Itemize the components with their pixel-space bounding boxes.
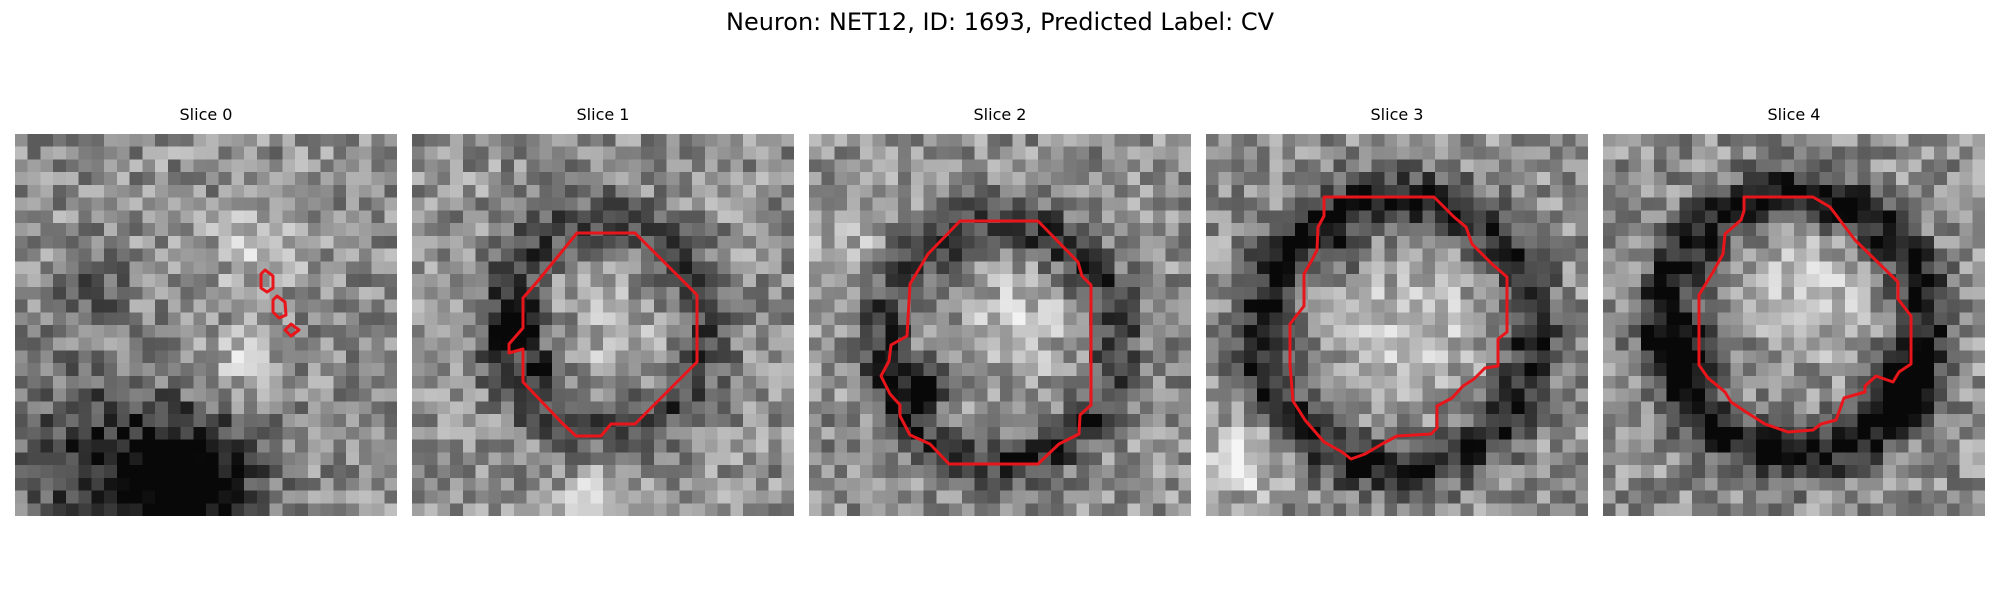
slice-image-1 [412, 134, 794, 516]
slice-title-2: Slice 2 [973, 105, 1027, 124]
slice-panel-4: Slice 4 [1603, 104, 1985, 516]
slice-image-2 [809, 134, 1191, 516]
slice-panel-0: Slice 0 [15, 104, 397, 516]
slice-image-3 [1206, 134, 1588, 516]
slice-panel-2: Slice 2 [809, 104, 1191, 516]
contour-overlay-0 [259, 268, 301, 338]
segmentation-contour [259, 268, 275, 294]
contour-overlay-2 [879, 219, 1093, 466]
segmentation-contour [507, 231, 699, 438]
grayscale-patch-2 [809, 134, 1191, 516]
slice-title-4: Slice 4 [1767, 105, 1821, 124]
slice-title-3: Slice 3 [1370, 105, 1424, 124]
slice-panel-3: Slice 3 [1206, 104, 1588, 516]
segmentation-contour [1697, 195, 1913, 434]
grayscale-patch-1 [412, 134, 794, 516]
figure-title: Neuron: NET12, ID: 1693, Predicted Label… [726, 8, 1274, 36]
slice-image-0 [15, 134, 397, 516]
grayscale-patch-0 [15, 134, 397, 516]
slice-title-1: Slice 1 [576, 105, 630, 124]
contour-overlay-3 [1288, 195, 1509, 461]
contour-overlay-4 [1697, 195, 1913, 434]
segmentation-contour [283, 322, 301, 338]
segmentation-contour [879, 219, 1093, 466]
slice-title-0: Slice 0 [179, 105, 233, 124]
segmentation-contour [1288, 195, 1509, 461]
contour-overlay-1 [507, 231, 699, 438]
segmentation-contour [271, 294, 288, 320]
slice-panel-1: Slice 1 [412, 104, 794, 516]
slice-image-4 [1603, 134, 1985, 516]
